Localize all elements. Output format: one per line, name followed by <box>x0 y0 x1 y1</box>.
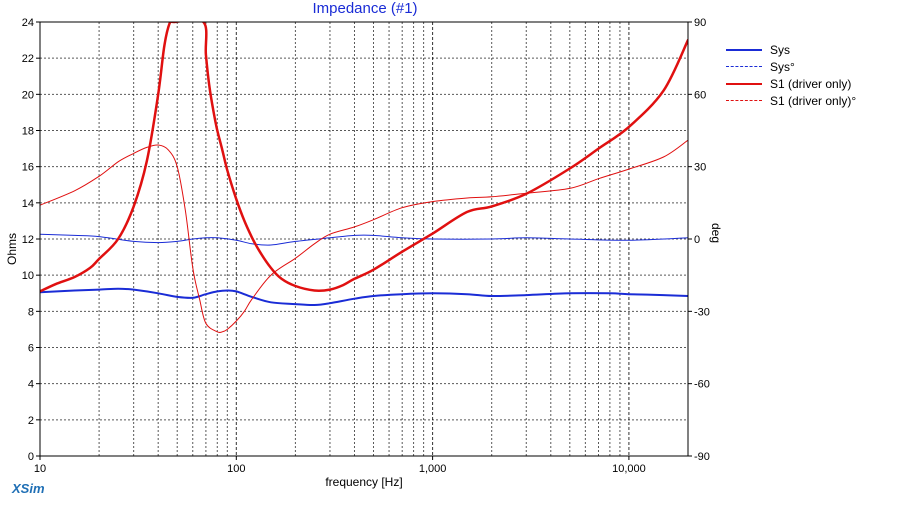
legend-swatch <box>726 83 762 85</box>
y2-tick-label: -30 <box>694 306 710 318</box>
series-line-2 <box>40 22 688 293</box>
y-tick-label: 10 <box>22 270 34 282</box>
y-tick-label: 12 <box>22 234 34 246</box>
app-brand: XSim <box>12 481 45 496</box>
legend-item[interactable]: Sys <box>726 42 896 59</box>
y-tick-label: 6 <box>28 343 34 355</box>
legend-label: Sys° <box>770 60 795 74</box>
legend-label: Sys <box>770 43 791 57</box>
y-axis-label: Ohms <box>5 233 19 265</box>
x-tick-label: 10,000 <box>612 463 646 475</box>
legend-item[interactable]: S1 (driver only) <box>726 76 896 93</box>
legend-swatch <box>726 100 762 101</box>
legend-item[interactable]: Sys° <box>726 59 896 76</box>
legend-swatch <box>726 66 762 67</box>
legend-swatch <box>726 49 762 51</box>
y-tick-label: 4 <box>28 379 34 391</box>
y2-tick-label: 60 <box>694 89 706 101</box>
y-tick-label: 18 <box>22 126 34 138</box>
x-tick-label: 100 <box>227 463 245 475</box>
y-tick-label: 8 <box>28 306 34 318</box>
y2-tick-label: 0 <box>694 234 700 246</box>
data-series <box>40 22 688 334</box>
y-tick-label: 24 <box>22 17 34 29</box>
y-tick-label: 20 <box>22 89 34 101</box>
y2-tick-label: 30 <box>694 162 706 174</box>
legend: Sys Sys° S1 (driver only) S1 (driver onl… <box>726 42 896 110</box>
series-line-1 <box>40 233 688 246</box>
x-axis-label: frequency [Hz] <box>325 475 402 489</box>
y-tick-label: 16 <box>22 162 34 174</box>
grid-lines <box>40 22 688 456</box>
series-line-3 <box>40 139 688 334</box>
legend-label: S1 (driver only) <box>770 77 852 91</box>
y-tick-label: 0 <box>28 451 34 463</box>
x-tick-label: 10 <box>34 463 46 475</box>
series-line-0 <box>40 287 688 307</box>
legend-label: S1 (driver only)° <box>770 94 857 108</box>
y2-tick-label: -90 <box>694 451 710 463</box>
y2-tick-label: -60 <box>694 379 710 391</box>
y2-tick-label: 90 <box>694 17 706 29</box>
y-tick-label: 2 <box>28 415 34 427</box>
chart-title: Impedance (#1) <box>312 0 418 17</box>
y-tick-label: 14 <box>22 198 34 210</box>
y2-axis-label: deg <box>709 223 723 243</box>
legend-item[interactable]: S1 (driver only)° <box>726 93 896 110</box>
x-tick-label: 1,000 <box>419 463 447 475</box>
y-tick-label: 22 <box>22 53 34 65</box>
